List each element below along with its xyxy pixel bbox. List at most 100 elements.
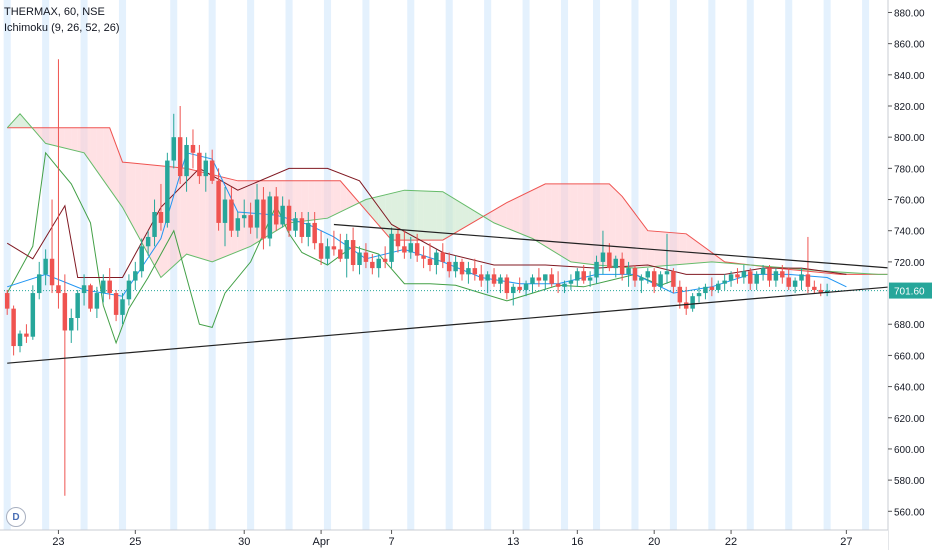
candle (306, 212, 311, 247)
candle-body (472, 268, 478, 275)
cloud-segment (615, 190, 623, 268)
session-band (785, 0, 793, 530)
candle (229, 187, 234, 237)
candle-body (414, 243, 420, 256)
time-tick-label: 7 (388, 536, 394, 548)
candle (274, 187, 279, 231)
kijun-sen-line (6, 167, 847, 278)
candle-body (312, 222, 317, 244)
candle (818, 283, 823, 297)
candle-body (722, 280, 727, 284)
cloud-segment (532, 187, 539, 243)
price-tick-label: 880.00 (894, 8, 925, 19)
cloud-segment (577, 183, 584, 264)
candle-body (389, 233, 394, 262)
candle (626, 261, 631, 287)
cloud-segment (141, 163, 149, 255)
session-band (823, 0, 831, 530)
senkou-span-b-line (7, 127, 892, 275)
candle (350, 227, 356, 272)
candle-body (363, 252, 369, 262)
candle (568, 274, 574, 290)
candle-body (30, 293, 36, 337)
cloud-segment (205, 173, 213, 262)
candle (107, 268, 112, 300)
candle (43, 249, 48, 286)
candle (709, 277, 715, 297)
candle-body (382, 258, 388, 262)
candle-body (107, 280, 112, 294)
candle (511, 283, 516, 306)
time-tick-label: Apr (313, 536, 330, 548)
cloud-segment (128, 162, 136, 231)
candle (767, 265, 772, 287)
candle-body (88, 285, 93, 309)
candle-body (575, 271, 580, 281)
cloud-segment (417, 190, 424, 241)
candle (171, 113, 176, 169)
candle-body (446, 261, 452, 272)
candle (17, 330, 23, 353)
candle-body (331, 246, 337, 250)
candle-body (133, 271, 138, 281)
candle (498, 274, 503, 294)
cloud-segment (423, 190, 430, 241)
candle (607, 243, 612, 272)
candle-body (523, 283, 529, 290)
price-tick-label: 680.00 (894, 320, 925, 331)
price-tick-label: 720.00 (894, 258, 925, 269)
candle (363, 243, 369, 269)
candle (382, 246, 388, 269)
candle (466, 261, 471, 284)
candle-body (318, 243, 324, 259)
candles (4, 59, 830, 496)
candle-body (222, 199, 228, 223)
candle (690, 293, 695, 312)
session-band (285, 0, 293, 530)
candle (805, 236, 811, 294)
candle (683, 286, 689, 315)
cloud-segment (538, 183, 546, 247)
candle (376, 254, 381, 278)
cloud-segment (436, 191, 443, 241)
candle-body (568, 280, 574, 284)
candle (152, 199, 157, 247)
cloud-segment (122, 162, 129, 220)
candle (241, 199, 247, 228)
candle-body (11, 308, 16, 347)
candle-body (517, 286, 522, 290)
price-tick-label: 780.00 (894, 164, 925, 175)
time-tick-label: 13 (507, 536, 519, 548)
cloud-segment (410, 190, 418, 241)
price-tick-label: 600.00 (894, 445, 925, 456)
cloud-segment (570, 183, 578, 263)
candle-body (306, 222, 311, 237)
candle (453, 255, 458, 278)
candle-body (158, 212, 164, 223)
cloud-segment (327, 180, 334, 219)
candle (434, 249, 439, 275)
candle-body (101, 280, 106, 294)
cloud-segment (404, 190, 411, 241)
session-band (208, 0, 216, 530)
time-tick-label: 25 (129, 536, 141, 548)
logo-icon[interactable]: D (6, 507, 26, 527)
cloud-segment (673, 232, 680, 265)
candle (523, 280, 529, 297)
candle-body (728, 274, 734, 281)
candle (312, 212, 317, 250)
candle (491, 268, 497, 287)
candle (158, 183, 164, 231)
cloud-segment (679, 233, 687, 265)
candle (658, 271, 663, 290)
candle (126, 274, 132, 306)
cloud-segment (244, 180, 251, 249)
candle (728, 271, 734, 287)
candle-body (280, 205, 285, 225)
candle-body (267, 196, 273, 239)
candle (24, 324, 29, 343)
candle-body (632, 268, 638, 281)
candle-body (299, 218, 305, 237)
candle (671, 268, 676, 294)
